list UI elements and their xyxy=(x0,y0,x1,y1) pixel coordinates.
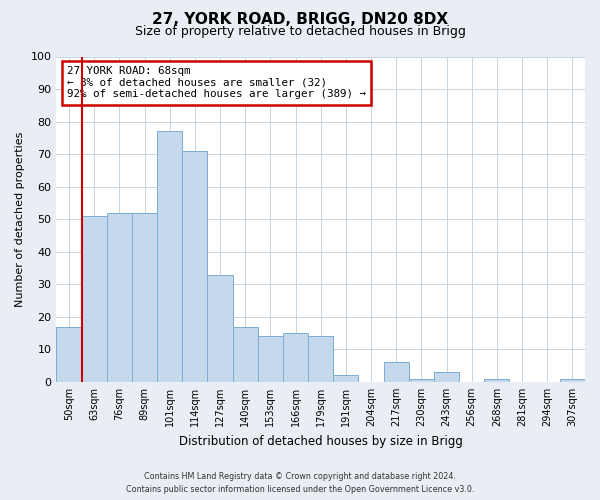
Text: Size of property relative to detached houses in Brigg: Size of property relative to detached ho… xyxy=(134,25,466,38)
Bar xyxy=(434,372,459,382)
Bar xyxy=(182,151,208,382)
Y-axis label: Number of detached properties: Number of detached properties xyxy=(15,132,25,307)
Bar xyxy=(82,216,107,382)
Bar xyxy=(409,378,434,382)
Bar xyxy=(333,376,358,382)
X-axis label: Distribution of detached houses by size in Brigg: Distribution of detached houses by size … xyxy=(179,434,463,448)
Bar xyxy=(208,274,233,382)
Bar xyxy=(107,212,132,382)
Text: 27 YORK ROAD: 68sqm
← 8% of detached houses are smaller (32)
92% of semi-detache: 27 YORK ROAD: 68sqm ← 8% of detached hou… xyxy=(67,66,366,100)
Text: 27, YORK ROAD, BRIGG, DN20 8DX: 27, YORK ROAD, BRIGG, DN20 8DX xyxy=(152,12,448,28)
Bar xyxy=(308,336,333,382)
Bar xyxy=(484,378,509,382)
Bar xyxy=(560,378,585,382)
Bar xyxy=(258,336,283,382)
Text: Contains HM Land Registry data © Crown copyright and database right 2024.
Contai: Contains HM Land Registry data © Crown c… xyxy=(126,472,474,494)
Bar xyxy=(132,212,157,382)
Bar xyxy=(157,132,182,382)
Bar xyxy=(56,326,82,382)
Bar xyxy=(283,333,308,382)
Bar xyxy=(383,362,409,382)
Bar xyxy=(233,326,258,382)
